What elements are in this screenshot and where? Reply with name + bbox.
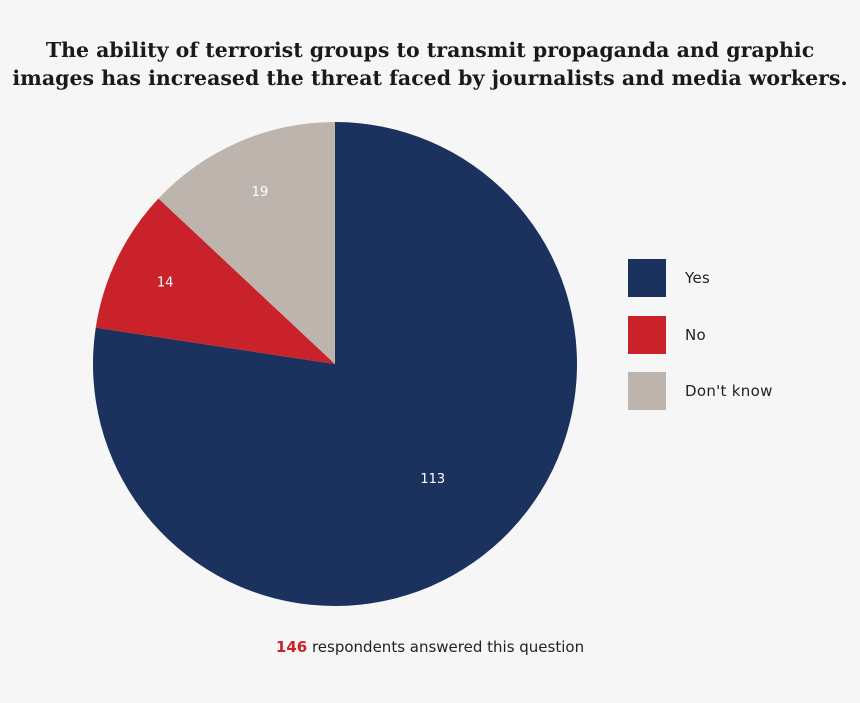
legend-swatch <box>628 372 666 410</box>
legend-item: Yes <box>628 259 710 297</box>
legend-label: No <box>685 325 706 344</box>
respondent-count: 146 <box>275 638 308 656</box>
respondents-text: respondents answered this question <box>307 638 585 656</box>
chart-title-line-2: images has increased the threat faced by… <box>12 66 848 90</box>
respondents-note: 146 respondents answered this question <box>0 638 860 656</box>
pie-slice-yes <box>92 122 577 606</box>
chart-title-line-1: The ability of terrorist groups to trans… <box>45 38 815 62</box>
legend-item: Don't know <box>628 372 773 410</box>
legend-swatch <box>628 259 666 297</box>
legend-item: No <box>628 315 706 354</box>
pie-slice-no <box>95 198 335 364</box>
data-label-don-t-know: 19 <box>252 185 269 200</box>
data-label-yes: 113 <box>420 472 445 487</box>
data-label-no: 14 <box>157 276 174 291</box>
legend-label: Yes <box>685 269 711 287</box>
pie-slice-don-t-know <box>158 122 335 364</box>
chart-title: The ability of terrorist groups to trans… <box>0 36 860 92</box>
legend-swatch <box>628 315 666 354</box>
legend-label: Don't know <box>685 382 773 400</box>
